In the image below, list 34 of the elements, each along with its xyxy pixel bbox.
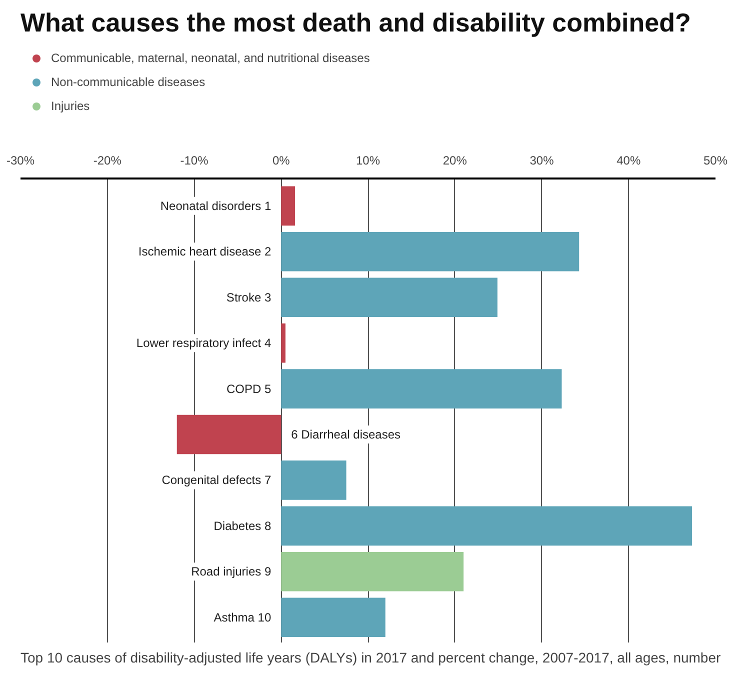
x-tick-label: -10% — [180, 154, 209, 168]
y-tick-label: Stroke 3 — [226, 290, 272, 304]
legend-label: Non-communicable diseases — [51, 75, 206, 89]
x-tick-label: -30% — [6, 154, 35, 168]
y-tick-label: 6 Diarrheal diseases — [291, 428, 401, 442]
bar — [281, 232, 580, 272]
legend-label: Communicable, maternal, neonatal, and nutritional diseases — [51, 51, 370, 65]
bar — [281, 278, 498, 318]
bar — [281, 460, 346, 500]
x-tick-label: 30% — [530, 154, 554, 168]
bar — [281, 369, 562, 408]
bar — [281, 506, 692, 546]
x-tick-label: 20% — [442, 154, 468, 168]
chart-title: What causes the most death and disability combined? — [20, 8, 691, 38]
bar — [281, 552, 464, 592]
y-tick-label: Diabetes 8 — [214, 518, 272, 533]
text: Top 10 causes of disability-adjusted life years (DALYs) in 2017 and percent change, 2007-2017, all ages, number — [20, 650, 721, 666]
x-tick-label: 0% — [272, 154, 290, 168]
x-tick-label: 10% — [356, 154, 380, 168]
y-tick-label: Ischemic heart disease 2 — [138, 244, 272, 259]
x-tick-label: 40% — [616, 154, 641, 168]
y-tick-label: COPD 5 — [226, 382, 272, 396]
bar — [176, 414, 282, 454]
bar — [281, 323, 286, 363]
y-tick-label: Lower respiratory infect 4 — [136, 336, 272, 350]
x-tick-label: -20% — [93, 154, 122, 168]
y-tick-label: Road injuries 9 — [191, 564, 272, 579]
bar — [281, 598, 386, 638]
y-tick-label: Asthma 10 — [214, 610, 272, 624]
y-tick-label: Neonatal disorders 1 — [160, 198, 272, 213]
x-tick-label: 50% — [703, 154, 728, 168]
bar — [281, 186, 296, 226]
y-tick-label: Congenital defects 7 — [162, 473, 272, 488]
legend-label: Injuries — [51, 99, 90, 113]
